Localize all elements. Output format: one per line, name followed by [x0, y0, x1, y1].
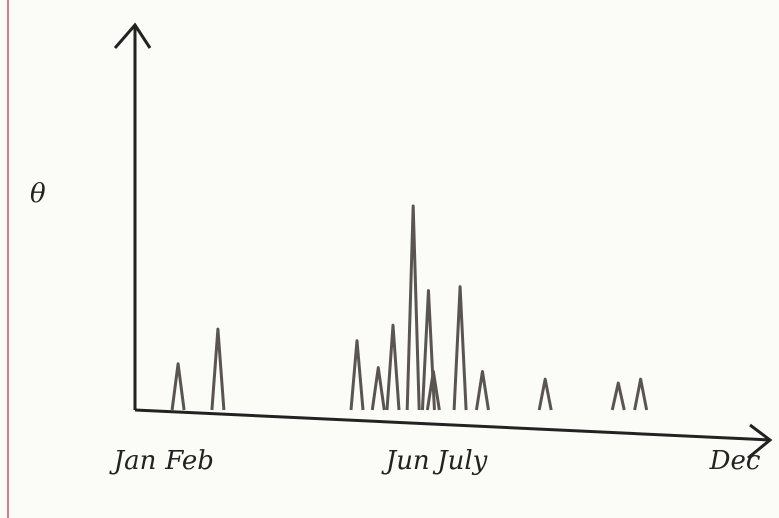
- x-tick-label: Dec: [709, 446, 761, 476]
- x-tick-label: July: [432, 446, 487, 476]
- page: θ JanFebJunJulyDec (() => { const data =…: [0, 0, 779, 518]
- paper: [0, 0, 779, 518]
- y-axis-label: θ: [30, 179, 46, 209]
- x-tick-label: Jun: [381, 446, 430, 476]
- x-tick-label: Feb: [164, 446, 214, 476]
- x-tick-label: Jan: [109, 446, 157, 476]
- chart: θ JanFeb JunJuly Dec: [0, 0, 779, 518]
